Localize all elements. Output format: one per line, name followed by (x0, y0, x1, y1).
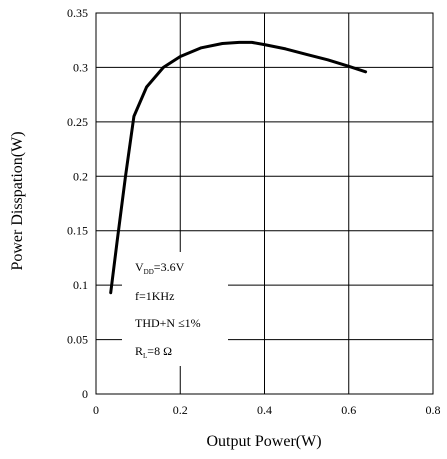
y-tick-label: 0.1 (73, 278, 88, 292)
y-tick-label: 0.15 (67, 224, 88, 238)
annotation-load: RL=8 Ω (135, 344, 172, 360)
annotation-box: VDD=3.6V f=1KHz THD+N ≤1% RL=8 Ω (122, 252, 228, 366)
annotation-background (122, 252, 228, 366)
annotation-thd: THD+N ≤1% (135, 316, 201, 330)
y-tick-label: 0 (82, 387, 88, 401)
x-tick-label: 0.8 (426, 403, 441, 417)
series-group (109, 40, 368, 295)
y-axis-title: Power Disspation(W) (9, 131, 26, 270)
annotation-frequency: f=1KHz (135, 289, 174, 303)
series-line-0 (109, 40, 368, 295)
x-axis-title: Output Power(W) (206, 433, 321, 450)
x-tick-label: 0.6 (341, 403, 356, 417)
annotation-vdd: VDD=3.6V (135, 260, 185, 276)
y-tick-label: 0.35 (67, 6, 88, 20)
x-tick-label: 0.2 (173, 403, 188, 417)
y-tick-label: 0.05 (67, 333, 88, 347)
y-tick-label: 0.2 (73, 169, 88, 183)
y-tick-labels: 0 0.05 0.1 0.15 0.2 0.25 0.3 0.35 (67, 6, 88, 401)
x-tick-labels: 0 0.2 0.4 0.6 0.8 (93, 403, 441, 417)
y-tick-label: 0.25 (67, 115, 88, 129)
y-tick-label: 0.3 (73, 60, 88, 74)
plot-frame (95, 12, 434, 395)
x-tick-label: 0 (93, 403, 99, 417)
x-tick-label: 0.4 (257, 403, 272, 417)
